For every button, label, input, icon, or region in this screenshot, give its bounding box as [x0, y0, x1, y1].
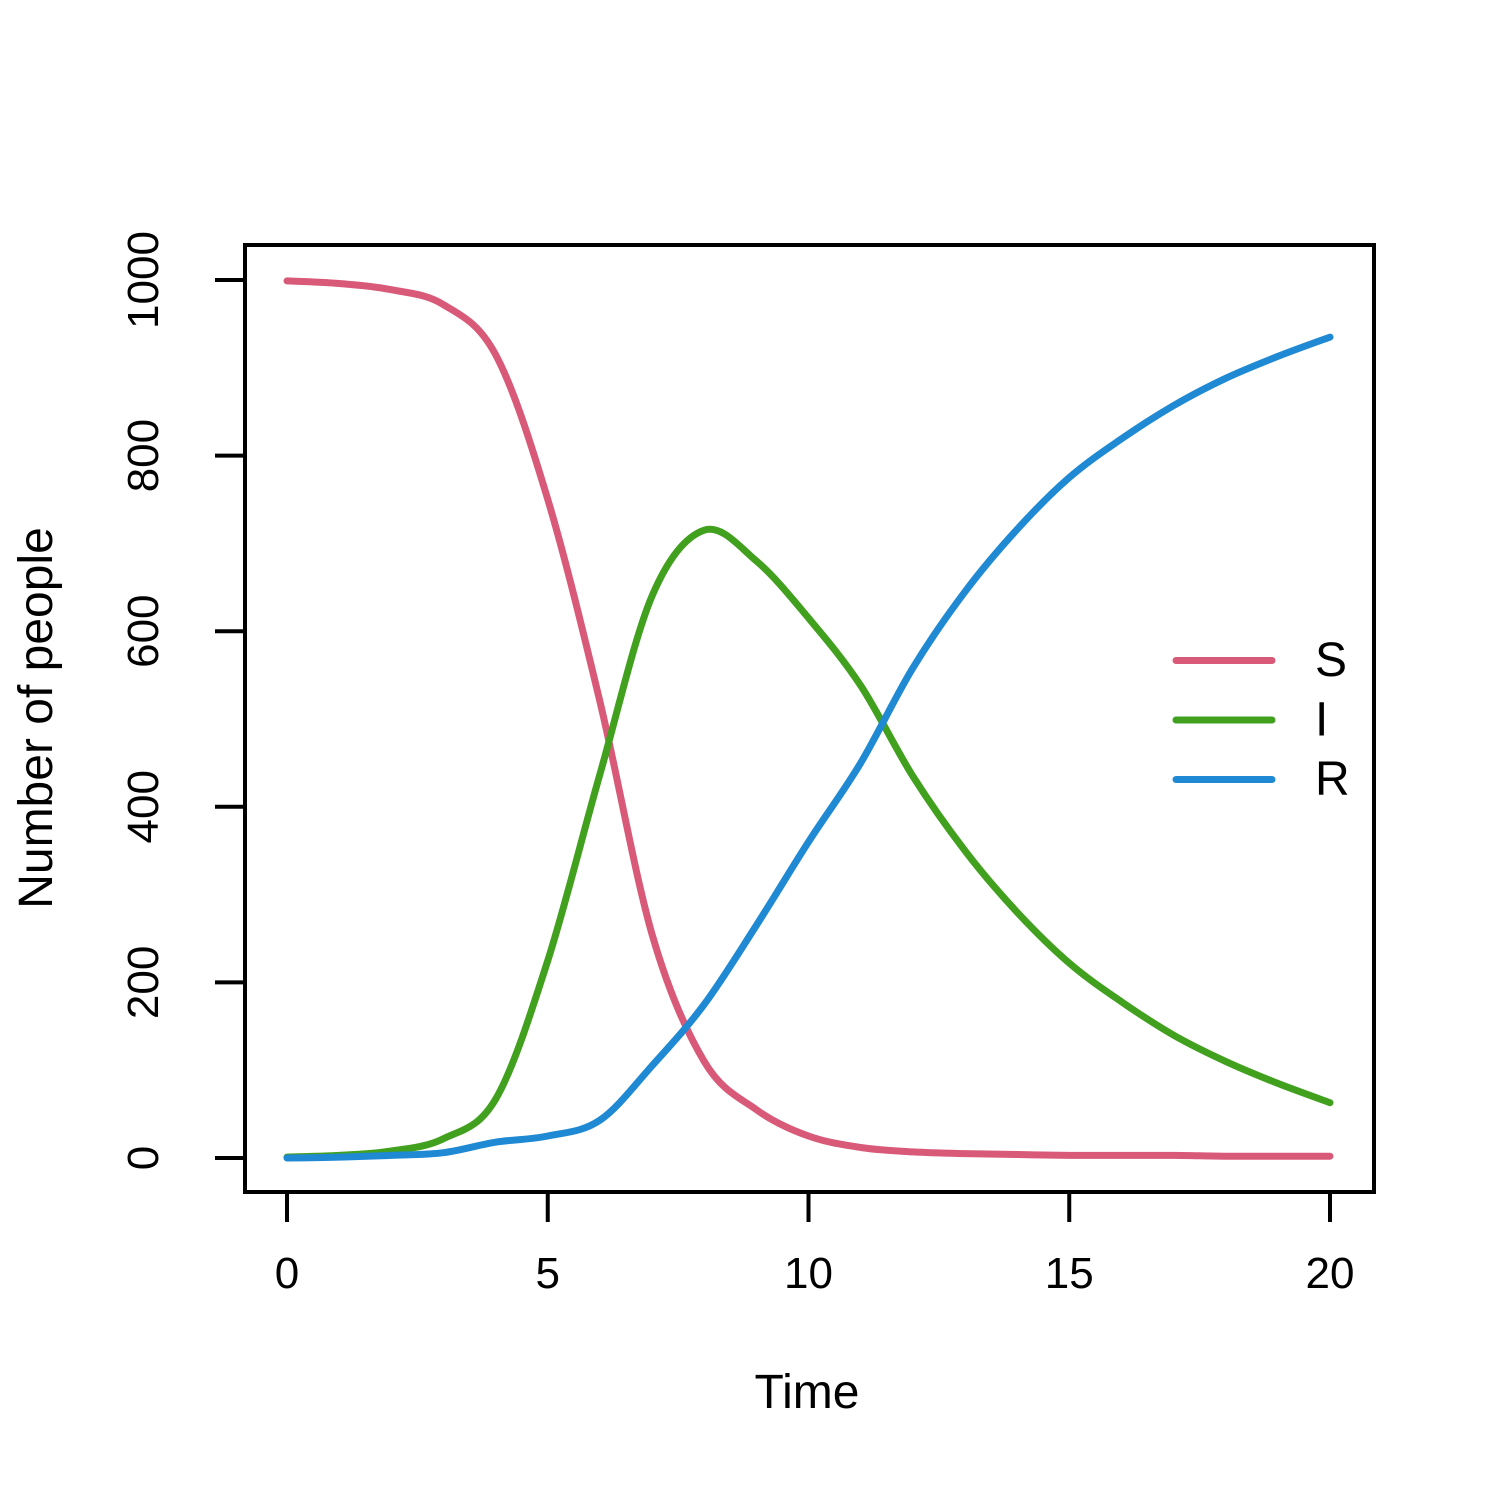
legend-label-I: I [1315, 694, 1328, 747]
y-tick-label: 0 [119, 1146, 168, 1170]
legend: SIR [1172, 634, 1350, 806]
legend-label-R: R [1315, 753, 1350, 806]
y-axis-title: Number of people [10, 527, 63, 909]
x-tick-label: 15 [1045, 1249, 1094, 1298]
data-curves [283, 277, 1334, 1162]
y-tick-label: 1000 [119, 231, 168, 329]
y-axis: 0 200 400 600 800 1000 [119, 231, 245, 1170]
curve-I [283, 525, 1334, 1161]
curve-S [283, 277, 1334, 1160]
x-tick-label: 10 [784, 1249, 833, 1298]
y-tick-label: 400 [119, 770, 168, 843]
x-tick-label: 0 [275, 1249, 299, 1298]
y-tick-label: 600 [119, 594, 168, 667]
y-tick-label: 800 [119, 419, 168, 492]
x-axis-title: Time [755, 1366, 860, 1419]
x-tick-label: 5 [536, 1249, 560, 1298]
x-axis: 0 5 10 15 20 [275, 1192, 1355, 1298]
y-tick-label: 200 [119, 946, 168, 1019]
x-tick-label: 20 [1306, 1249, 1355, 1298]
legend-label-S: S [1315, 634, 1347, 687]
curve-R [283, 333, 1334, 1162]
